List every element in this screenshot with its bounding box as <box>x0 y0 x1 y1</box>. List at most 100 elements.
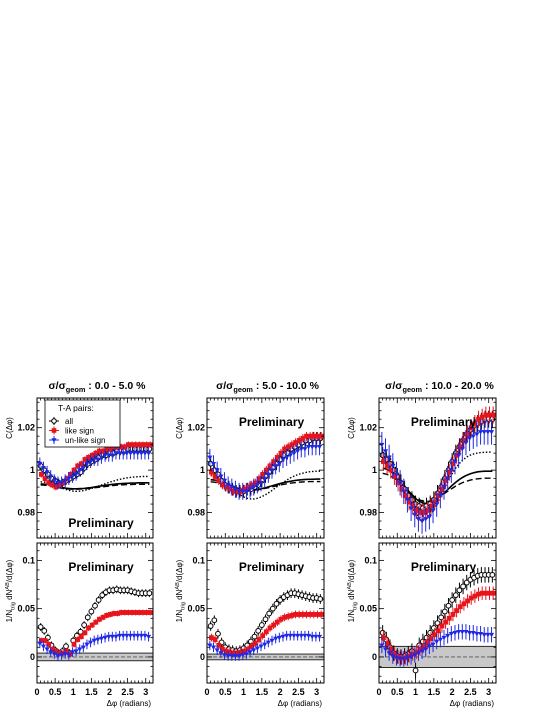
data-point <box>285 444 291 450</box>
data-point <box>98 455 105 460</box>
data-point <box>417 646 423 652</box>
data-point <box>463 440 469 446</box>
x-tick-label: 0.5 <box>219 687 232 697</box>
data-point <box>401 657 407 662</box>
data-point <box>388 646 394 652</box>
data-point <box>390 654 396 659</box>
data-point <box>309 444 315 450</box>
data-point <box>240 489 246 494</box>
data-point <box>474 432 480 437</box>
data-point <box>289 613 295 618</box>
data-point <box>42 476 48 482</box>
series-unlike <box>207 630 323 661</box>
data-point <box>487 412 492 418</box>
data-point <box>146 446 153 452</box>
data-point <box>452 592 459 599</box>
panel-1: 0.98 1 1.02C(Δφ) σ/σgeom​ : 0.0 - 5.0 % Prel… <box>5 380 154 539</box>
data-point <box>37 641 43 647</box>
data-point <box>95 457 101 463</box>
panel-4: 0 0.5 1 1.5 2 2.5 3 Δφ (radians) 0 0.05 0.1 1/Ntrig… <box>5 542 154 708</box>
data-point <box>428 636 434 641</box>
data-point <box>39 638 44 643</box>
data-point <box>295 449 301 454</box>
legend-label: all <box>65 417 73 426</box>
data-point <box>291 451 297 456</box>
data-point <box>472 593 478 599</box>
data-point <box>212 474 218 479</box>
data-point <box>234 488 240 494</box>
data-point <box>135 451 141 456</box>
data-point <box>75 463 81 469</box>
data-point <box>287 453 293 458</box>
data-point <box>66 653 72 658</box>
data-point <box>69 474 76 480</box>
data-point <box>441 485 447 490</box>
data-point <box>393 472 400 477</box>
data-point <box>113 634 119 640</box>
data-point <box>126 442 131 448</box>
data-point <box>441 635 447 641</box>
data-point <box>77 647 83 652</box>
data-point <box>220 482 225 488</box>
legend-label: like sign <box>65 427 94 436</box>
data-point <box>95 597 102 603</box>
data-point <box>280 634 286 640</box>
data-point <box>384 641 390 646</box>
data-point <box>415 517 422 522</box>
series-like <box>39 441 153 491</box>
data-point <box>98 636 105 642</box>
data-point <box>92 602 98 609</box>
data-point <box>106 634 112 640</box>
panel-title: σ/σgeom​ : 10.0 - 20.0 % <box>385 380 494 394</box>
data-point <box>102 453 108 458</box>
data-point <box>488 430 495 435</box>
data-point <box>82 457 88 462</box>
data-point <box>109 634 115 640</box>
data-point <box>395 480 401 486</box>
x-axis-label: Δφ (radians) <box>450 699 495 708</box>
data-point <box>302 447 308 452</box>
data-point <box>238 649 244 655</box>
data-point <box>483 412 489 418</box>
data-point <box>278 450 284 456</box>
data-point <box>144 610 149 615</box>
data-point <box>456 453 462 458</box>
data-point <box>379 442 385 448</box>
data-point <box>68 471 73 477</box>
data-point <box>86 454 91 460</box>
series-unlike <box>379 624 495 667</box>
data-point <box>276 461 282 467</box>
data-point <box>124 451 130 456</box>
series-unlike <box>37 630 152 661</box>
data-point <box>236 489 242 494</box>
data-point <box>232 654 239 659</box>
data-point <box>282 614 287 620</box>
data-point <box>273 464 279 469</box>
preliminary-label: Preliminary <box>68 560 134 574</box>
data-point <box>472 421 478 426</box>
data-point <box>113 451 119 456</box>
y-tick-label: 0.98 <box>17 508 35 518</box>
data-point <box>44 647 50 652</box>
data-point <box>419 638 426 645</box>
data-point <box>267 625 273 631</box>
y-tick-label: 1 <box>30 465 35 475</box>
data-point <box>78 634 84 640</box>
y-axis-label: 1/Ntrig​ dNAB​/d(Δφ) <box>347 559 359 622</box>
data-point <box>249 643 255 649</box>
data-point <box>311 433 317 439</box>
y-axis-label: 1/Ntrig​ dNAB​/d(Δφ) <box>175 559 187 622</box>
data-point <box>465 431 470 437</box>
data-point <box>77 468 83 473</box>
data-point <box>479 590 485 596</box>
data-point <box>435 628 441 634</box>
data-point <box>64 648 70 654</box>
data-point <box>104 613 110 618</box>
data-point <box>450 612 456 617</box>
data-point <box>37 624 44 630</box>
data-point <box>401 489 407 494</box>
series-unlike <box>37 446 152 490</box>
data-point <box>316 634 323 640</box>
x-tick-label: 0 <box>34 687 39 697</box>
